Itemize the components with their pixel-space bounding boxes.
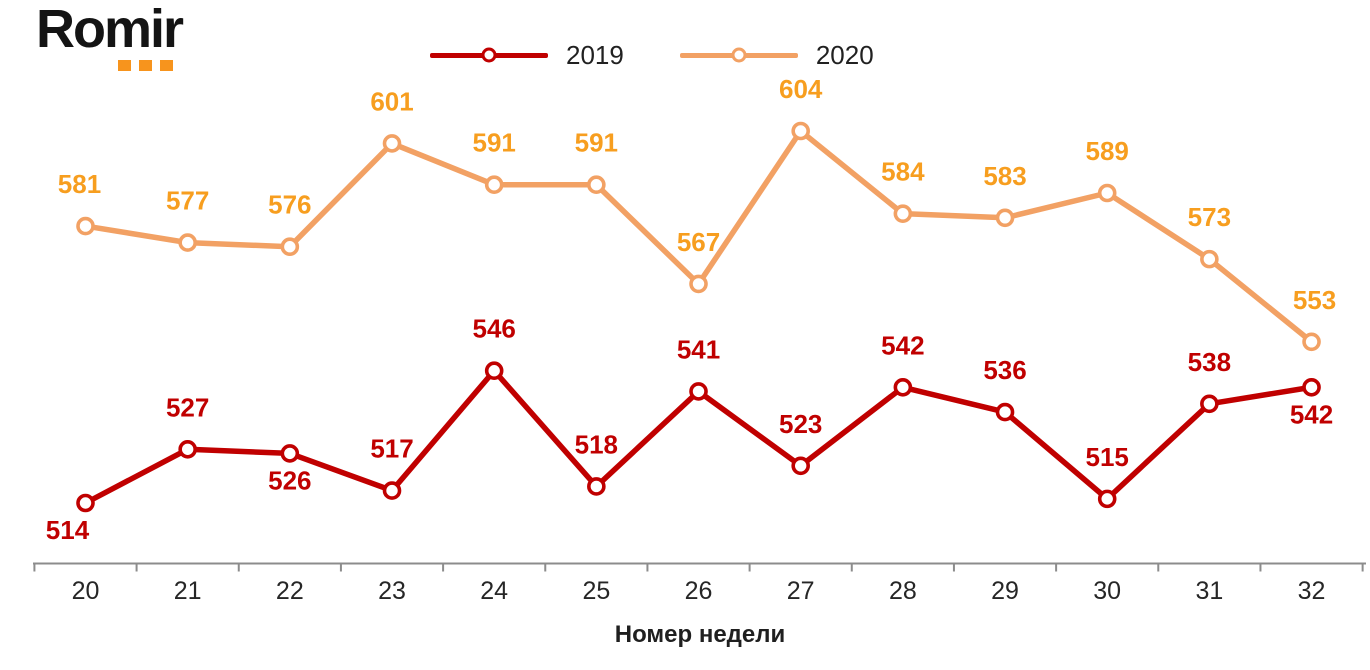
legend-swatch-2019 (430, 45, 548, 67)
chart-legend: 2019 2020 (430, 40, 874, 71)
data-point-marker-2019 (995, 402, 1015, 422)
data-point-marker-2020 (1302, 332, 1321, 352)
x-tick-label: 28 (889, 577, 917, 605)
data-point-marker-2019 (280, 444, 300, 463)
data-point-marker-2019 (689, 382, 708, 401)
data-point-marker-2019 (893, 377, 913, 397)
data-point-marker-2020 (178, 233, 197, 252)
data-point-marker-2019 (382, 481, 402, 500)
data-point-marker-2020 (1097, 183, 1117, 203)
x-tick-label: 22 (276, 577, 304, 605)
legend-label-2019: 2019 (566, 40, 624, 70)
data-point-marker-2020 (1200, 249, 1219, 269)
romir-logo: Romir (36, 2, 256, 82)
legend-marker-icon (731, 47, 747, 63)
data-label-2020: 577 (166, 186, 209, 216)
data-label-2019: 538 (1188, 347, 1231, 377)
logo-dot-icon (139, 60, 152, 71)
data-point-marker-2019 (1097, 489, 1117, 509)
data-point-marker-2019 (1302, 377, 1321, 397)
x-tick-label: 31 (1195, 577, 1223, 605)
data-label-2020: 567 (677, 227, 720, 257)
legend-marker-icon (481, 47, 497, 63)
data-point-marker-2020 (587, 175, 606, 195)
data-point-marker-2020 (76, 216, 95, 236)
legend-swatch-2020 (679, 45, 798, 67)
data-point-marker-2020 (689, 274, 708, 294)
data-point-marker-2020 (791, 121, 810, 141)
data-label-2019: 542 (881, 330, 924, 360)
data-point-marker-2020 (382, 134, 402, 153)
data-point-marker-2020 (484, 175, 504, 195)
data-label-2020: 581 (58, 169, 101, 199)
data-label-2019: 523 (779, 409, 822, 439)
data-label-2020: 589 (1086, 136, 1129, 166)
data-label-2020: 584 (881, 157, 925, 187)
data-point-marker-2019 (76, 493, 95, 513)
x-tick-label: 20 (72, 577, 100, 605)
x-tick-label: 26 (685, 577, 713, 605)
x-tick-label: 25 (582, 577, 610, 605)
data-point-marker-2020 (893, 204, 913, 223)
legend-label-2020: 2020 (815, 40, 874, 70)
x-tick-label: 23 (378, 577, 406, 605)
data-label-2020: 591 (575, 128, 618, 158)
legend-item-2020: 2020 (679, 40, 874, 71)
romir-logo-text: Romir (36, 0, 184, 59)
data-label-2019: 517 (370, 434, 413, 464)
legend-item-2019: 2019 (430, 40, 624, 71)
logo-dot-icon (118, 60, 131, 71)
x-tick-label: 27 (787, 577, 815, 605)
data-label-2019: 518 (575, 429, 618, 459)
data-label-2020: 604 (779, 74, 823, 104)
x-axis-title: Номер недели (614, 621, 786, 648)
data-label-2019: 527 (166, 392, 209, 422)
x-tick-label: 24 (480, 577, 508, 605)
data-label-2019: 515 (1086, 442, 1129, 472)
data-point-marker-2020 (280, 237, 300, 257)
x-tick-label: 21 (174, 577, 202, 605)
data-point-marker-2020 (995, 208, 1015, 228)
data-point-marker-2019 (178, 439, 197, 459)
data-point-marker-2019 (587, 477, 606, 496)
data-label-2019: 536 (983, 355, 1026, 385)
x-tick-label: 30 (1093, 577, 1121, 605)
data-label-2019: 514 (46, 515, 90, 545)
data-point-marker-2019 (1200, 394, 1219, 414)
data-label-2019: 542 (1290, 399, 1333, 429)
data-label-2020: 583 (983, 161, 1026, 191)
romir-logo-dots (118, 60, 173, 71)
data-point-marker-2019 (484, 361, 504, 381)
data-label-2019: 546 (472, 314, 515, 344)
x-tick-label: 29 (991, 577, 1019, 605)
data-label-2020: 601 (370, 86, 413, 116)
logo-dot-icon (160, 60, 173, 71)
data-label-2020: 553 (1293, 285, 1336, 315)
data-label-2020: 591 (472, 128, 515, 158)
data-label-2020: 573 (1188, 202, 1231, 232)
data-label-2019: 526 (268, 465, 311, 495)
data-point-marker-2019 (791, 456, 810, 476)
x-tick-label: 32 (1298, 577, 1326, 605)
data-label-2020: 576 (268, 190, 311, 220)
data-label-2019: 541 (677, 334, 720, 364)
